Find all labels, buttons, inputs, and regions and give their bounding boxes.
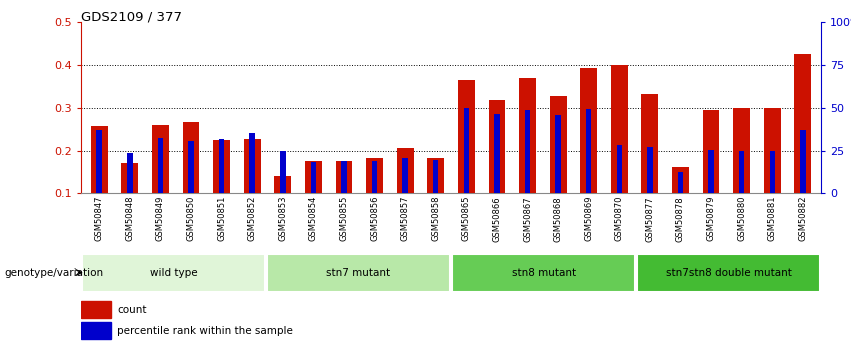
Bar xyxy=(616,145,622,193)
Bar xyxy=(372,161,377,193)
Bar xyxy=(335,161,352,193)
Bar xyxy=(96,130,102,193)
Bar xyxy=(403,158,408,193)
Bar xyxy=(427,158,444,193)
FancyBboxPatch shape xyxy=(452,254,635,292)
Bar xyxy=(739,150,745,193)
Bar xyxy=(580,68,597,193)
FancyBboxPatch shape xyxy=(267,254,450,292)
Bar xyxy=(397,148,414,193)
Bar xyxy=(188,141,194,193)
Bar xyxy=(311,162,316,193)
Text: stn7stn8 double mutant: stn7stn8 double mutant xyxy=(665,268,791,277)
Text: count: count xyxy=(117,305,146,315)
Bar xyxy=(152,125,168,193)
Bar xyxy=(122,163,138,193)
Bar xyxy=(586,109,591,193)
Bar xyxy=(249,132,255,193)
Bar xyxy=(647,147,653,193)
Bar xyxy=(458,80,475,193)
Bar xyxy=(672,167,689,193)
Bar xyxy=(127,154,133,193)
Bar xyxy=(611,65,628,193)
Bar xyxy=(703,110,719,193)
Bar xyxy=(305,161,322,193)
Bar xyxy=(550,96,567,193)
Bar xyxy=(213,140,230,193)
Bar xyxy=(764,108,780,193)
Bar xyxy=(556,115,561,193)
Bar xyxy=(433,160,438,193)
Bar xyxy=(243,139,260,193)
Bar xyxy=(157,138,163,193)
Bar xyxy=(677,172,683,193)
Text: stn7 mutant: stn7 mutant xyxy=(327,268,391,277)
Bar xyxy=(81,301,111,318)
Bar xyxy=(708,150,714,193)
Text: GDS2109 / 377: GDS2109 / 377 xyxy=(81,10,182,23)
Text: percentile rank within the sample: percentile rank within the sample xyxy=(117,326,293,336)
FancyBboxPatch shape xyxy=(637,254,820,292)
Bar xyxy=(366,158,383,193)
Bar xyxy=(91,126,107,193)
Bar xyxy=(341,161,346,193)
Bar xyxy=(219,139,225,193)
Bar xyxy=(800,130,806,193)
Text: genotype/variation: genotype/variation xyxy=(4,268,103,277)
Text: stn8 mutant: stn8 mutant xyxy=(511,268,575,277)
Bar xyxy=(795,55,811,193)
Bar xyxy=(464,108,469,193)
Bar xyxy=(494,114,500,193)
Bar xyxy=(274,176,291,193)
Bar xyxy=(280,150,286,193)
Bar xyxy=(488,100,505,193)
Bar xyxy=(519,78,536,193)
Bar xyxy=(183,122,199,193)
FancyBboxPatch shape xyxy=(82,254,265,292)
Bar xyxy=(734,108,750,193)
Text: wild type: wild type xyxy=(150,268,197,277)
Bar xyxy=(642,94,659,193)
Bar xyxy=(81,322,111,339)
Bar xyxy=(525,110,530,193)
Bar xyxy=(769,150,775,193)
